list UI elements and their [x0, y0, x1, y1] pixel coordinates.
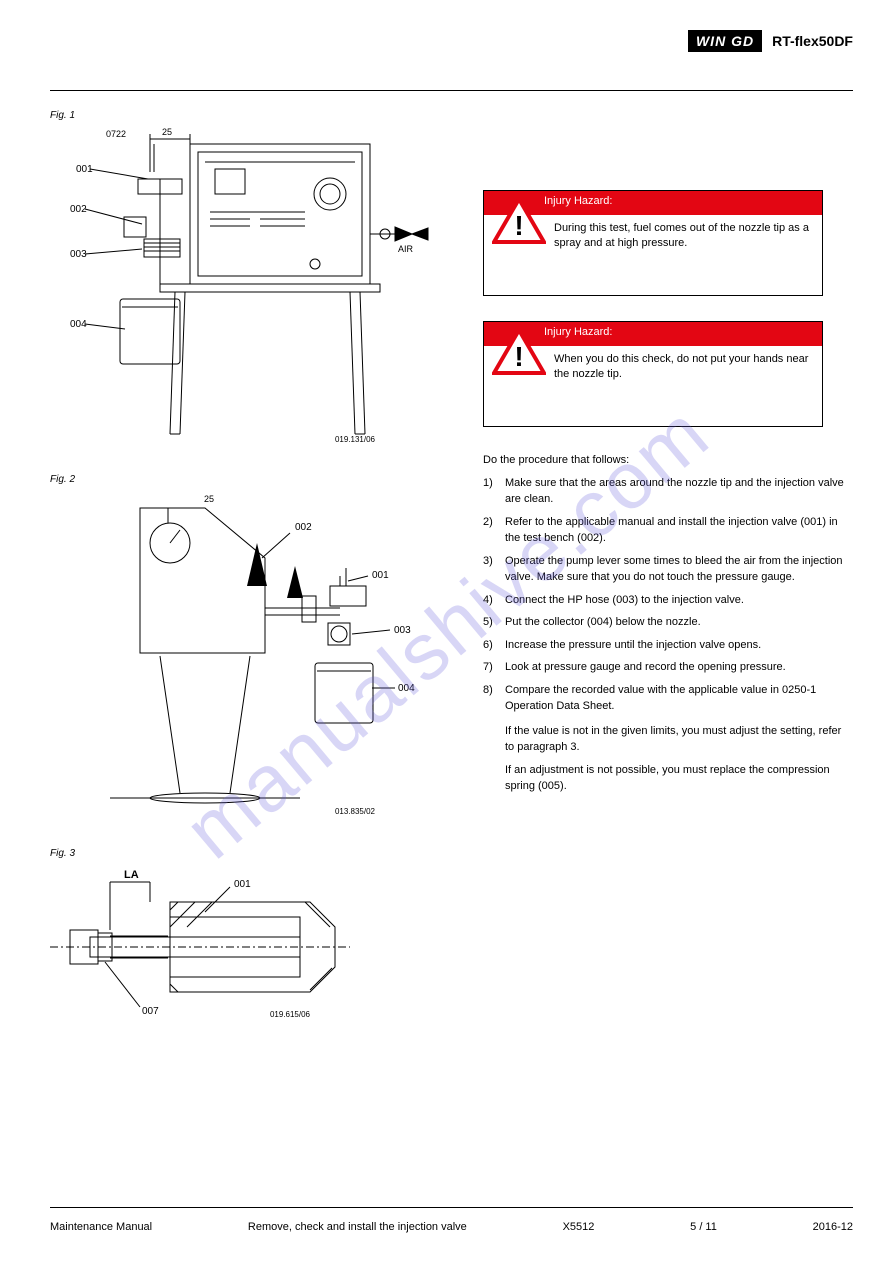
footer-mid: Remove, check and install the injection …	[248, 1221, 467, 1233]
figure-1-drawing: 001 002 003 004 25 0722 019.131/06 AIR	[50, 124, 430, 444]
figure-2-label: Fig. 2	[50, 474, 440, 485]
warning-2-body: ! When you do this check, do not put you…	[484, 346, 822, 426]
step-2: 2)Refer to the applicable manual and ins…	[483, 514, 853, 547]
warning-icon: !	[492, 328, 546, 376]
fig2-dim: 25	[204, 494, 214, 504]
figure-3: Fig. 3	[50, 848, 440, 1022]
fig1-callout-002: 002	[70, 204, 87, 215]
fig2-callout-001: 001	[372, 570, 389, 581]
step-6: 6)Increase the pressure until the inject…	[483, 637, 853, 654]
fig1-callout-003: 003	[70, 249, 87, 260]
warning-box-2: Injury Hazard: ! When you do this check,…	[483, 321, 823, 427]
fig1-code: 019.131/06	[335, 435, 376, 444]
warning-1-text: During this test, fuel comes out of the …	[554, 222, 809, 249]
footer-code: X5512	[563, 1221, 595, 1233]
procedure-note-1: If the value is not in the given limits,…	[505, 723, 853, 756]
fig1-callout-001: 001	[76, 164, 93, 175]
product-code: RT-flex50DF	[772, 33, 853, 49]
step-1: 1)Make sure that the areas around the no…	[483, 475, 853, 508]
fig1-air-label: AIR	[398, 244, 414, 254]
page-footer: Maintenance Manual Remove, check and ins…	[50, 1221, 853, 1233]
text-column: Injury Hazard: ! During this test, fuel …	[483, 190, 853, 795]
figure-1-label: Fig. 1	[50, 110, 440, 121]
fig3-dim-label: LA	[124, 869, 139, 881]
header-rule	[50, 90, 853, 91]
step-5: 5)Put the collector (004) below the nozz…	[483, 614, 853, 631]
fig3-code: 019.615/06	[270, 1010, 311, 1019]
fig2-code: 013.835/02	[335, 807, 376, 816]
procedure-note-2: If an adjustment is not possible, you mu…	[505, 762, 853, 795]
svg-text:!: !	[514, 210, 523, 241]
step-8: 8)Compare the recorded value with the ap…	[483, 682, 853, 715]
step-7: 7)Look at pressure gauge and record the …	[483, 659, 853, 676]
brand-logo: WIN GD	[688, 30, 762, 52]
fig1-dim-value: 25	[162, 127, 172, 137]
footer-left: Maintenance Manual	[50, 1221, 152, 1233]
figure-3-drawing: LA 001 007 019.615/06	[50, 862, 350, 1022]
fig2-callout-002: 002	[295, 522, 312, 533]
page-content: Fig. 1	[50, 110, 853, 1193]
procedure-intro: Do the procedure that follows:	[483, 452, 853, 469]
warning-2-text: When you do this check, do not put your …	[554, 353, 808, 380]
fig3-callout-007: 007	[142, 1006, 159, 1017]
fig1-callout-004: 004	[70, 319, 87, 330]
footer-date: 2016-12	[813, 1221, 853, 1233]
warning-1-body: ! During this test, fuel comes out of th…	[484, 215, 822, 295]
fig2-callout-004: 004	[398, 683, 415, 694]
procedure-block: Do the procedure that follows: 1)Make su…	[483, 452, 853, 795]
fig3-callout-001: 001	[234, 879, 251, 890]
step-4: 4)Connect the HP hose (003) to the injec…	[483, 592, 853, 609]
fig2-callout-003: 003	[394, 625, 411, 636]
figure-1: Fig. 1	[50, 110, 440, 444]
figure-2: Fig. 2	[50, 474, 440, 818]
figure-2-drawing: 002 001 003 004 25 013.835/02	[50, 488, 430, 818]
warning-box-1: Injury Hazard: ! During this test, fuel …	[483, 190, 823, 296]
figures-column: Fig. 1	[50, 110, 440, 1052]
figure-3-label: Fig. 3	[50, 848, 440, 859]
fig1-dim-label: 0722	[106, 129, 126, 139]
step-3: 3)Operate the pump lever some times to b…	[483, 553, 853, 586]
footer-rule	[50, 1207, 853, 1208]
warning-icon: !	[492, 197, 546, 245]
footer-page: 5 / 11	[690, 1221, 717, 1233]
svg-text:!: !	[514, 341, 523, 372]
page-header: WIN GD RT-flex50DF	[688, 30, 853, 52]
